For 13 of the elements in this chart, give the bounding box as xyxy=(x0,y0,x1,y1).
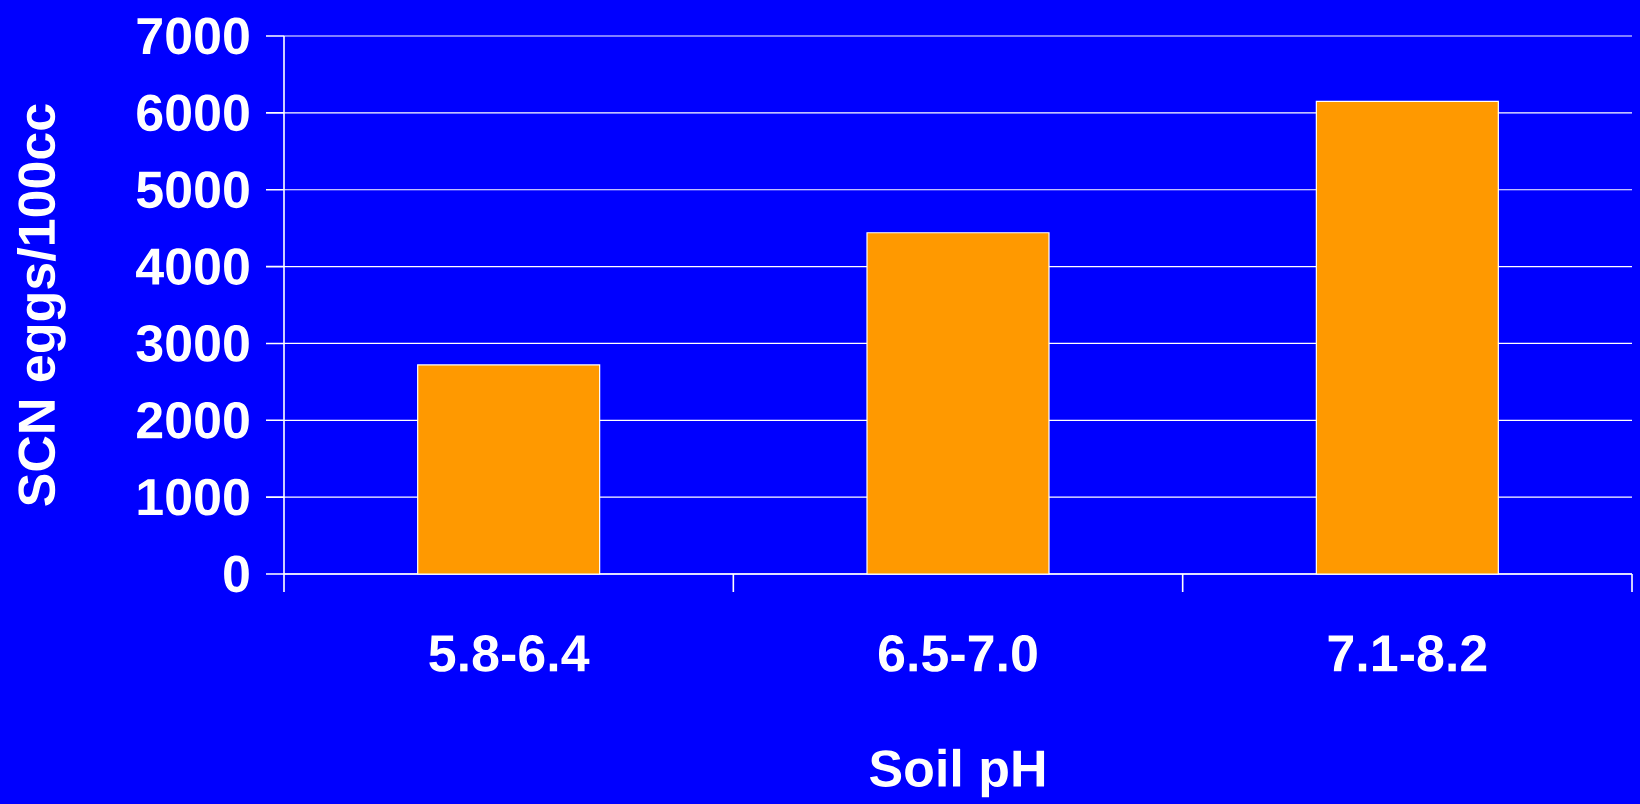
y-tick-label: 0 xyxy=(224,555,249,593)
y-tick-label: 7000 xyxy=(137,17,249,55)
y-tick-label: 5000 xyxy=(136,171,249,209)
y-tick-label: 2000 xyxy=(137,401,249,439)
y-axis-title: SCN eggs/100cc xyxy=(17,104,66,506)
x-tick-label: 5.8-6.4 xyxy=(429,635,590,672)
y-tick-label: 3000 xyxy=(136,324,249,362)
y-tick-label: 1000 xyxy=(138,478,249,516)
x-tick-label: 6.5-7.0 xyxy=(878,635,1037,672)
y-tick-label: 6000 xyxy=(137,94,249,132)
x-tick-label: 7.1-8.2 xyxy=(1328,635,1487,672)
y-tick-label: 4000 xyxy=(136,248,249,285)
x-axis-title: Soil pH xyxy=(869,748,1045,798)
